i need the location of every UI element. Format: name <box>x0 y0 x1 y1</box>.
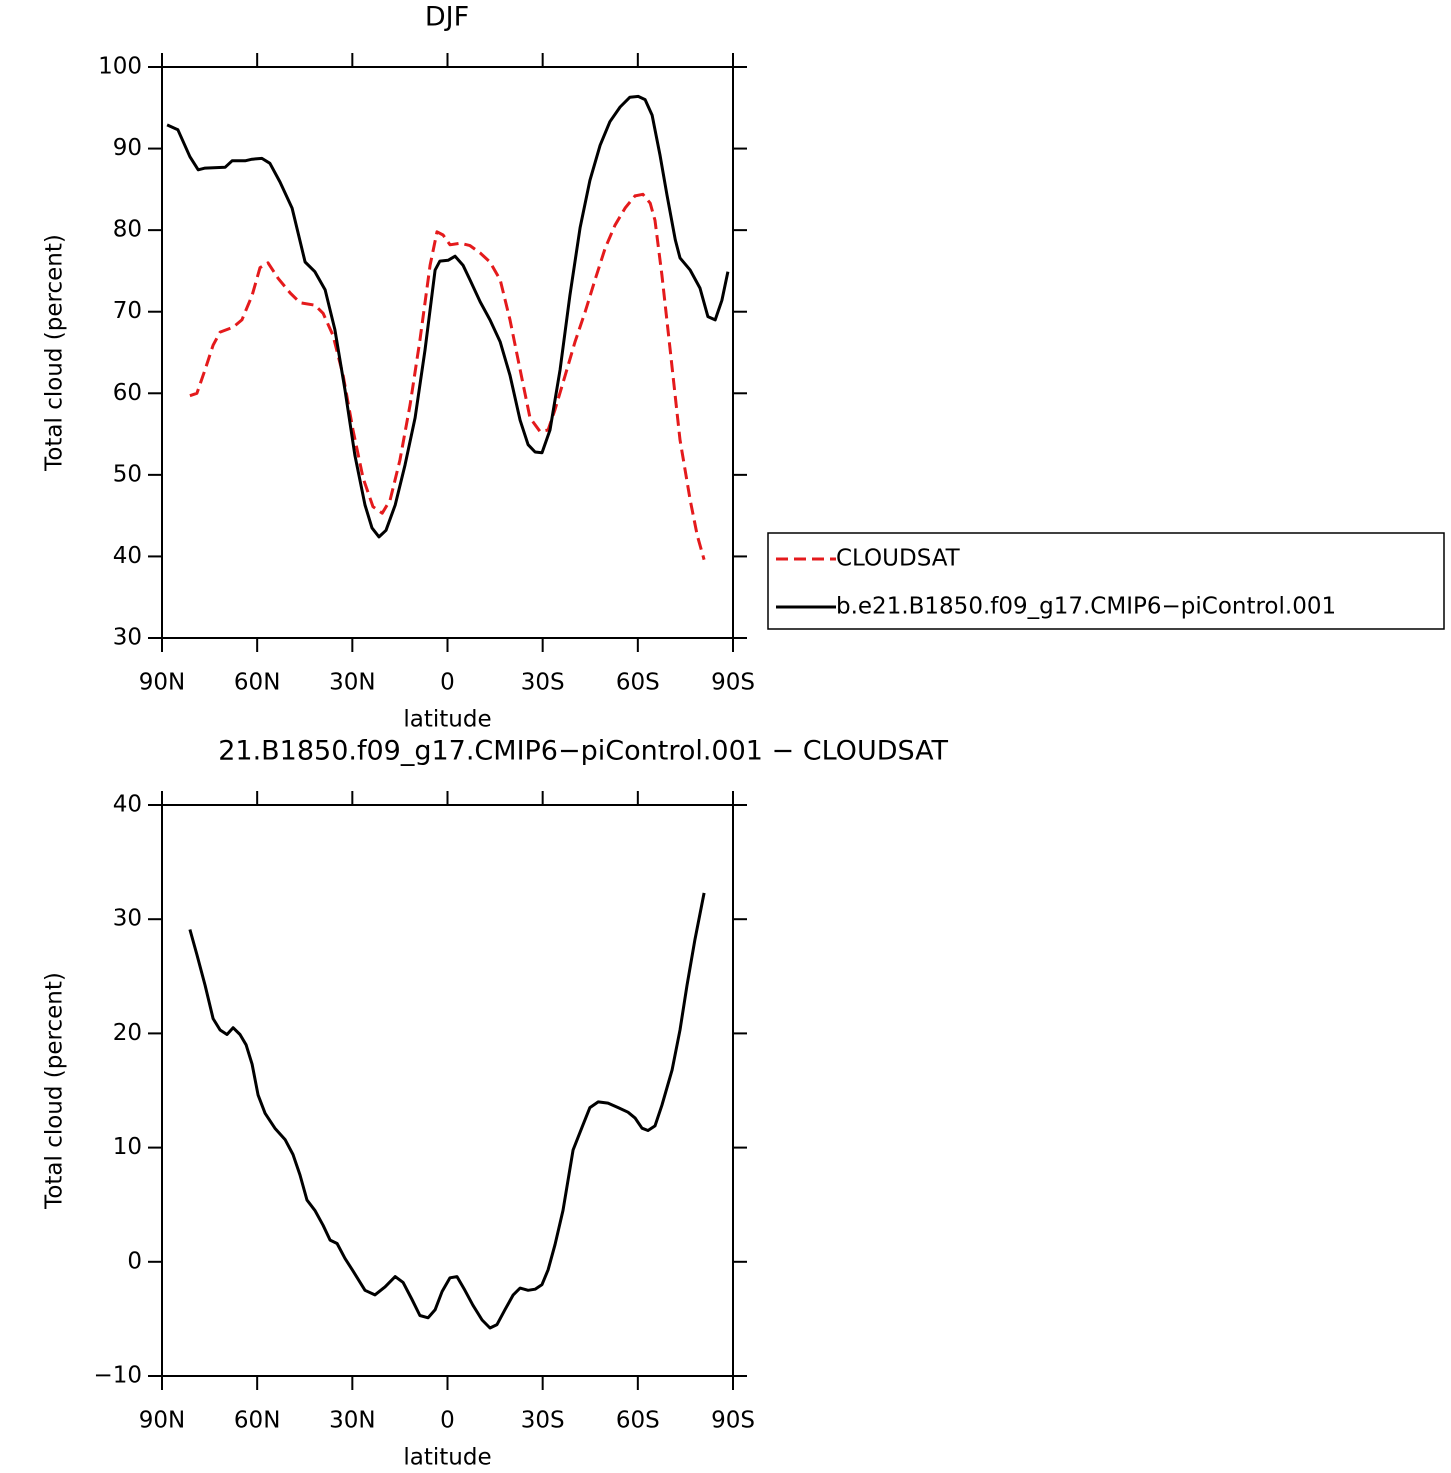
x-tick-label: 30N <box>329 1408 375 1434</box>
x-tick-label: 30N <box>329 670 375 696</box>
x-tick-label: 30S <box>521 1408 565 1434</box>
x-tick-label: 60S <box>616 670 660 696</box>
plot-frame <box>161 804 734 1377</box>
y-tick-label: 40 <box>113 543 142 569</box>
x-tick-label: 90N <box>139 1408 185 1434</box>
y-tick-label: 90 <box>113 135 142 161</box>
y-tick-label: 60 <box>113 380 142 406</box>
series-line <box>166 94 730 539</box>
x-tick-label: 60N <box>234 670 280 696</box>
y-tick-label: 100 <box>98 54 142 80</box>
y-tick-label: 0 <box>127 1248 142 1274</box>
x-tick-label: 30S <box>521 670 565 696</box>
x-tick-label: 90S <box>711 670 755 696</box>
x-axis-label: latitude <box>403 1445 491 1471</box>
series-line <box>188 892 706 1330</box>
chart-title: 21.B1850.f09_g17.CMIP6−piControl.001 − C… <box>218 736 948 767</box>
y-tick-label: 50 <box>113 461 142 487</box>
y-tick-label: 10 <box>113 1134 142 1160</box>
x-tick-label: 0 <box>440 1408 455 1434</box>
legend-label: CLOUDSAT <box>836 546 961 572</box>
x-tick-label: 60N <box>234 1408 280 1434</box>
x-tick-label: 0 <box>440 670 455 696</box>
y-tick-label: 80 <box>113 217 142 243</box>
y-tick-label: 30 <box>113 625 142 651</box>
series-line <box>189 192 706 561</box>
y-tick-label: 40 <box>113 792 142 818</box>
legend-box <box>767 532 1445 630</box>
legend-label: b.e21.B1850.f09_g17.CMIP6−piControl.001 <box>836 594 1336 620</box>
panel: DJF latitude Total cloud (percent) 30 40 50 60… <box>42 2 1445 733</box>
chart-title: DJF <box>425 2 469 33</box>
x-axis-label: latitude <box>403 707 491 733</box>
y-tick-label: 70 <box>113 298 142 324</box>
x-tick-label: 90N <box>139 670 185 696</box>
x-tick-label: 90S <box>711 1408 755 1434</box>
plot-frame <box>161 66 734 639</box>
x-tick-label: 60S <box>616 1408 660 1434</box>
panel: 21.B1850.f09_g17.CMIP6−piControl.001 − C… <box>42 736 949 1471</box>
y-tick-label: 30 <box>113 906 142 932</box>
y-tick-label: −10 <box>93 1363 142 1389</box>
y-axis-label: Total cloud (percent) <box>42 234 68 472</box>
y-tick-label: 20 <box>113 1020 142 1046</box>
legend: CLOUDSAT b.e21.B1850.f09_g17.CMIP6−piCont… <box>767 532 1445 630</box>
y-axis-label: Total cloud (percent) <box>42 972 68 1210</box>
